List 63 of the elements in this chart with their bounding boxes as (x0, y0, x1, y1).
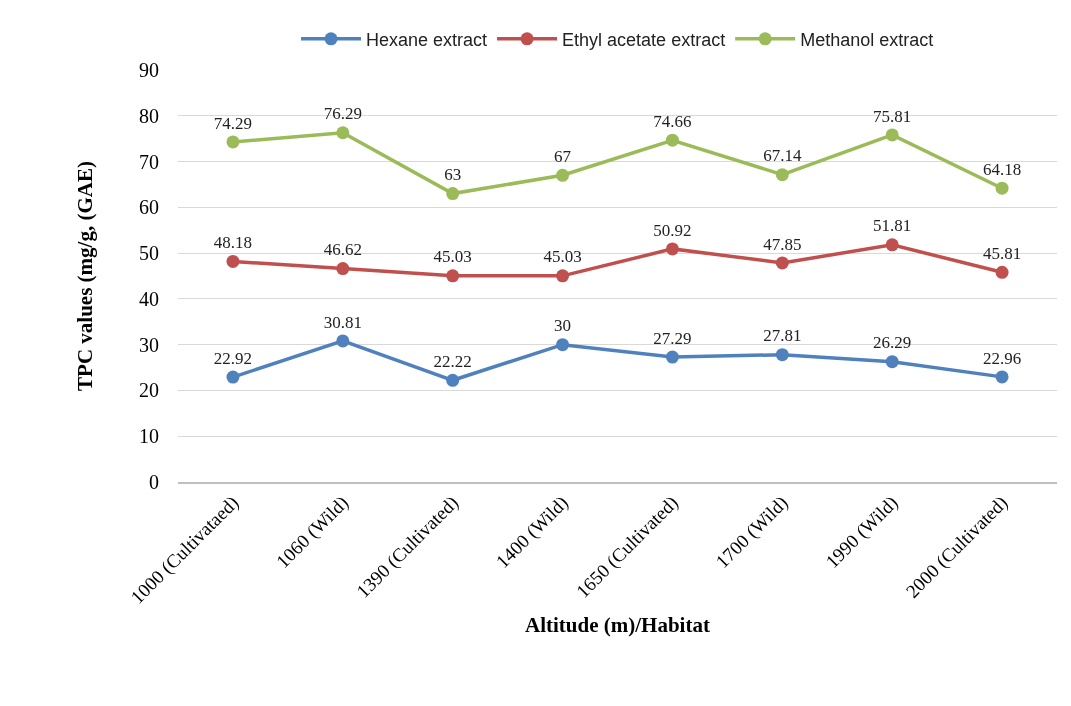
point (665, 350, 679, 364)
point (446, 187, 460, 201)
y-axis-title: TPC values (mg/g, (GAE) (73, 161, 98, 391)
point (336, 334, 350, 348)
data-label: 51.81 (873, 216, 912, 236)
data-label: 45.03 (433, 247, 472, 267)
y-tick-label: 20 (139, 379, 159, 402)
point (885, 238, 899, 252)
y-tick-label: 10 (139, 425, 159, 448)
point (885, 355, 899, 369)
data-label: 63 (444, 165, 462, 185)
data-label: 26.29 (873, 333, 912, 353)
data-label: 27.81 (763, 326, 802, 346)
point (336, 262, 350, 276)
data-label: 67.14 (763, 146, 802, 166)
data-label: 67 (554, 146, 572, 166)
point (775, 256, 789, 270)
y-tick-label: 70 (139, 150, 159, 173)
point (226, 254, 240, 268)
data-label: 30.81 (323, 312, 362, 332)
y-tick-label: 40 (139, 287, 159, 310)
data-label: 46.62 (323, 240, 362, 260)
legend-label: Ethyl acetate extract (562, 29, 726, 50)
data-label: 45.03 (543, 247, 582, 267)
data-label: 27.29 (653, 328, 692, 348)
data-label: 74.29 (213, 113, 253, 133)
y-tick-label: 0 (149, 471, 159, 493)
data-label: 64.18 (982, 159, 1022, 179)
data-label: 45.81 (982, 243, 1022, 263)
x-axis-title: Altitude (m)/Habitat (525, 613, 710, 638)
point (446, 373, 460, 387)
y-tick-label: 80 (139, 104, 159, 127)
point (665, 242, 679, 256)
point (775, 348, 789, 362)
data-label: 50.92 (653, 220, 692, 240)
point (995, 181, 1009, 195)
y-tick-label: 30 (139, 333, 159, 356)
point (336, 126, 350, 140)
point (446, 269, 460, 283)
point (995, 265, 1009, 279)
data-label: 22.92 (213, 348, 253, 368)
data-label: 22.22 (433, 351, 472, 371)
point (556, 269, 570, 283)
point (995, 370, 1009, 384)
point (885, 128, 899, 142)
point (226, 135, 240, 149)
data-label: 47.85 (763, 234, 802, 254)
legend-label: Methanol extract (800, 29, 934, 50)
data-label: 75.81 (873, 106, 912, 126)
data-label: 30 (554, 316, 572, 336)
y-tick-label: 90 (139, 59, 159, 81)
legend-label: Hexane extract (366, 29, 488, 50)
data-label: 22.96 (982, 348, 1022, 368)
point (556, 168, 570, 182)
point (556, 338, 570, 352)
data-label: 76.29 (323, 104, 362, 124)
y-tick-label: 60 (139, 196, 159, 219)
data-label: 74.66 (653, 111, 692, 131)
data-label: 48.18 (213, 233, 253, 253)
point (665, 133, 679, 147)
y-tick-label: 50 (139, 242, 159, 265)
point (226, 370, 240, 384)
point (775, 168, 789, 182)
